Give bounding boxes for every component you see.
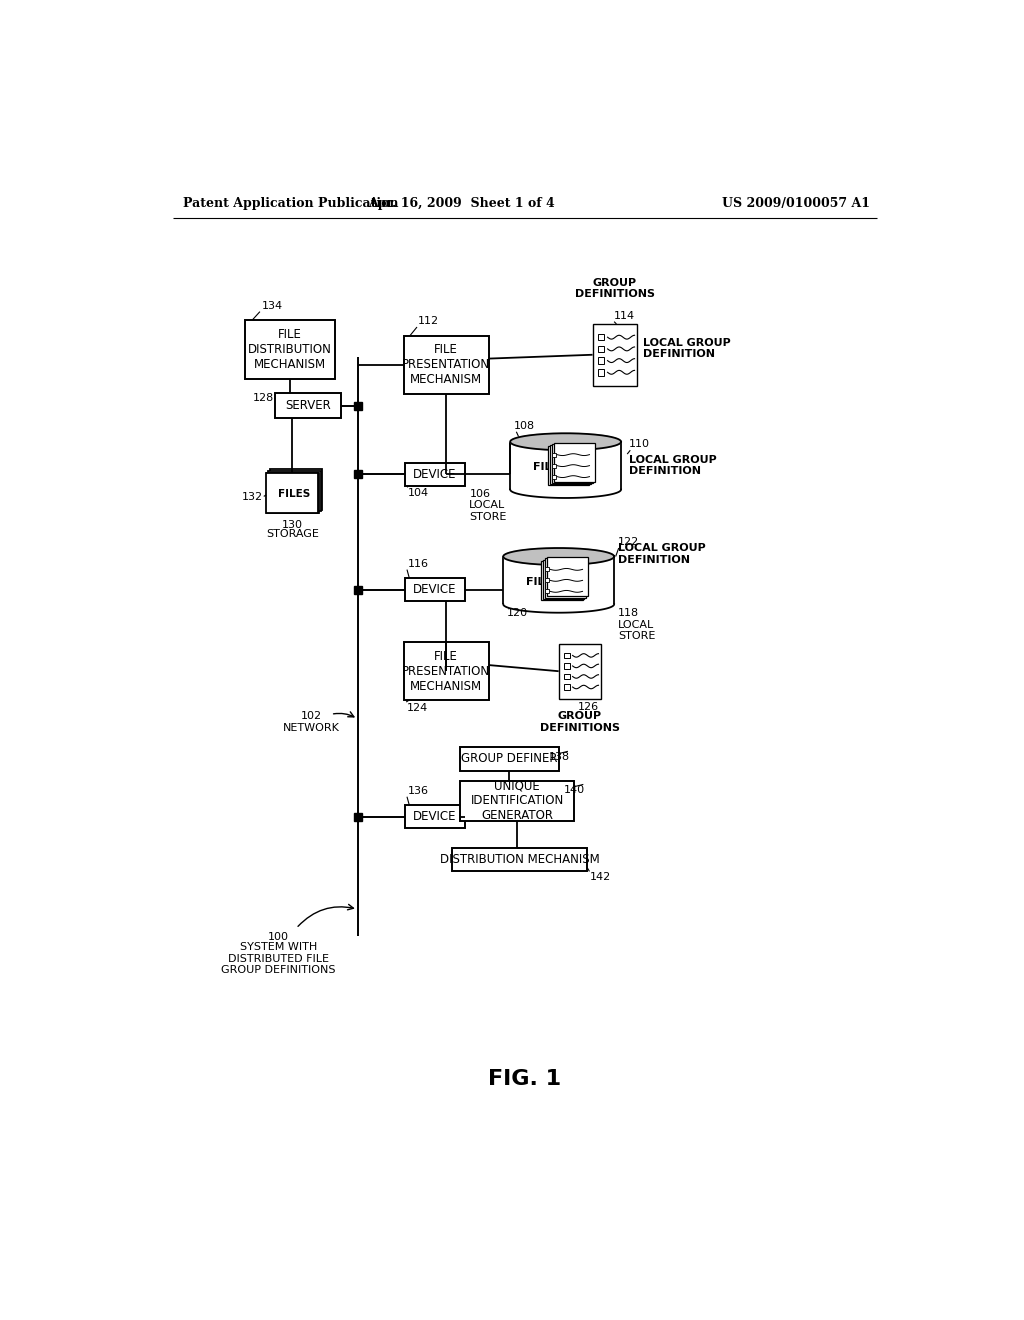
Text: DEVICE: DEVICE (413, 467, 457, 480)
Text: 142: 142 (590, 873, 611, 882)
FancyBboxPatch shape (564, 663, 569, 669)
FancyBboxPatch shape (403, 642, 488, 701)
Text: DEVICE: DEVICE (413, 583, 457, 597)
FancyBboxPatch shape (404, 578, 465, 601)
FancyBboxPatch shape (404, 805, 465, 829)
Text: FIG. 1: FIG. 1 (488, 1069, 561, 1089)
Text: FILE
PRESENTATION
MECHANISM: FILE PRESENTATION MECHANISM (402, 343, 490, 387)
Text: 126: 126 (579, 702, 599, 711)
Text: 128: 128 (253, 393, 273, 403)
Text: 118
LOCAL
STORE: 118 LOCAL STORE (617, 609, 655, 642)
Text: FILES: FILES (526, 577, 560, 587)
FancyBboxPatch shape (510, 442, 621, 490)
FancyBboxPatch shape (403, 335, 488, 395)
FancyBboxPatch shape (541, 561, 583, 599)
FancyBboxPatch shape (552, 444, 593, 483)
Text: 138: 138 (548, 752, 569, 762)
FancyBboxPatch shape (552, 475, 556, 479)
Text: 106
LOCAL
STORE: 106 LOCAL STORE (469, 488, 507, 521)
Text: US 2009/0100057 A1: US 2009/0100057 A1 (722, 197, 869, 210)
Text: 134: 134 (261, 301, 283, 312)
Text: 124: 124 (407, 702, 428, 713)
FancyBboxPatch shape (460, 780, 574, 821)
FancyBboxPatch shape (564, 673, 569, 680)
FancyBboxPatch shape (547, 557, 589, 597)
Text: 114: 114 (613, 312, 635, 321)
Text: GROUP
DEFINITIONS: GROUP DEFINITIONS (574, 277, 655, 300)
FancyBboxPatch shape (245, 321, 336, 379)
Text: FILES: FILES (278, 490, 310, 499)
Text: 100: 100 (268, 932, 289, 942)
FancyBboxPatch shape (460, 747, 559, 771)
FancyBboxPatch shape (545, 568, 549, 572)
Text: FILE
DISTRIBUTION
MECHANISM: FILE DISTRIBUTION MECHANISM (248, 327, 332, 371)
Text: LOCAL GROUP
DEFINITION: LOCAL GROUP DEFINITION (643, 338, 731, 359)
Text: 102
NETWORK: 102 NETWORK (283, 711, 340, 733)
FancyBboxPatch shape (548, 446, 590, 486)
FancyBboxPatch shape (598, 346, 604, 352)
Text: 132: 132 (242, 492, 263, 502)
FancyBboxPatch shape (598, 370, 604, 375)
Text: 116: 116 (408, 558, 429, 569)
Text: GROUP DEFINER: GROUP DEFINER (461, 752, 558, 766)
FancyBboxPatch shape (564, 684, 569, 690)
Text: SYSTEM WITH
DISTRIBUTED FILE
GROUP DEFINITIONS: SYSTEM WITH DISTRIBUTED FILE GROUP DEFIN… (221, 942, 336, 975)
FancyBboxPatch shape (270, 470, 323, 510)
FancyBboxPatch shape (564, 652, 569, 659)
Text: Patent Application Publication: Patent Application Publication (183, 197, 398, 210)
Text: LOCAL GROUP
DEFINITION: LOCAL GROUP DEFINITION (617, 544, 706, 565)
FancyBboxPatch shape (550, 445, 592, 484)
Text: DEVICE: DEVICE (413, 810, 457, 824)
FancyBboxPatch shape (593, 323, 637, 385)
FancyBboxPatch shape (503, 557, 614, 605)
FancyBboxPatch shape (267, 473, 319, 512)
Polygon shape (503, 548, 614, 565)
FancyBboxPatch shape (266, 474, 318, 513)
FancyBboxPatch shape (552, 453, 556, 457)
FancyBboxPatch shape (268, 471, 321, 511)
Text: SERVER: SERVER (285, 399, 331, 412)
FancyBboxPatch shape (543, 560, 585, 599)
Text: 104: 104 (408, 488, 429, 498)
Text: UNIQUE
IDENTIFICATION
GENERATOR: UNIQUE IDENTIFICATION GENERATOR (470, 779, 564, 822)
Text: 110: 110 (629, 438, 650, 449)
Text: GROUP
DEFINITIONS: GROUP DEFINITIONS (540, 711, 620, 733)
Text: 112: 112 (418, 317, 439, 326)
Text: 122: 122 (617, 537, 639, 548)
FancyBboxPatch shape (554, 442, 595, 482)
Text: 120: 120 (507, 609, 528, 618)
FancyBboxPatch shape (552, 463, 556, 467)
Text: 108: 108 (514, 421, 536, 430)
FancyBboxPatch shape (453, 847, 587, 871)
Text: 130: 130 (282, 520, 303, 529)
Polygon shape (510, 433, 621, 450)
Text: STORAGE: STORAGE (266, 529, 318, 539)
Text: DISTRIBUTION MECHANISM: DISTRIBUTION MECHANISM (440, 853, 600, 866)
FancyBboxPatch shape (545, 558, 587, 598)
Text: Apr. 16, 2009  Sheet 1 of 4: Apr. 16, 2009 Sheet 1 of 4 (369, 197, 555, 210)
FancyBboxPatch shape (545, 578, 549, 582)
Text: LOCAL GROUP
DEFINITION: LOCAL GROUP DEFINITION (629, 455, 717, 477)
Text: 140: 140 (564, 785, 585, 795)
FancyBboxPatch shape (598, 358, 604, 364)
FancyBboxPatch shape (545, 590, 549, 593)
FancyBboxPatch shape (404, 462, 465, 486)
Text: FILE
PRESENTATION
MECHANISM: FILE PRESENTATION MECHANISM (402, 649, 490, 693)
FancyBboxPatch shape (275, 393, 341, 418)
FancyBboxPatch shape (598, 334, 604, 341)
Text: FILES: FILES (534, 462, 567, 473)
Text: 136: 136 (408, 785, 429, 796)
FancyBboxPatch shape (559, 644, 601, 700)
